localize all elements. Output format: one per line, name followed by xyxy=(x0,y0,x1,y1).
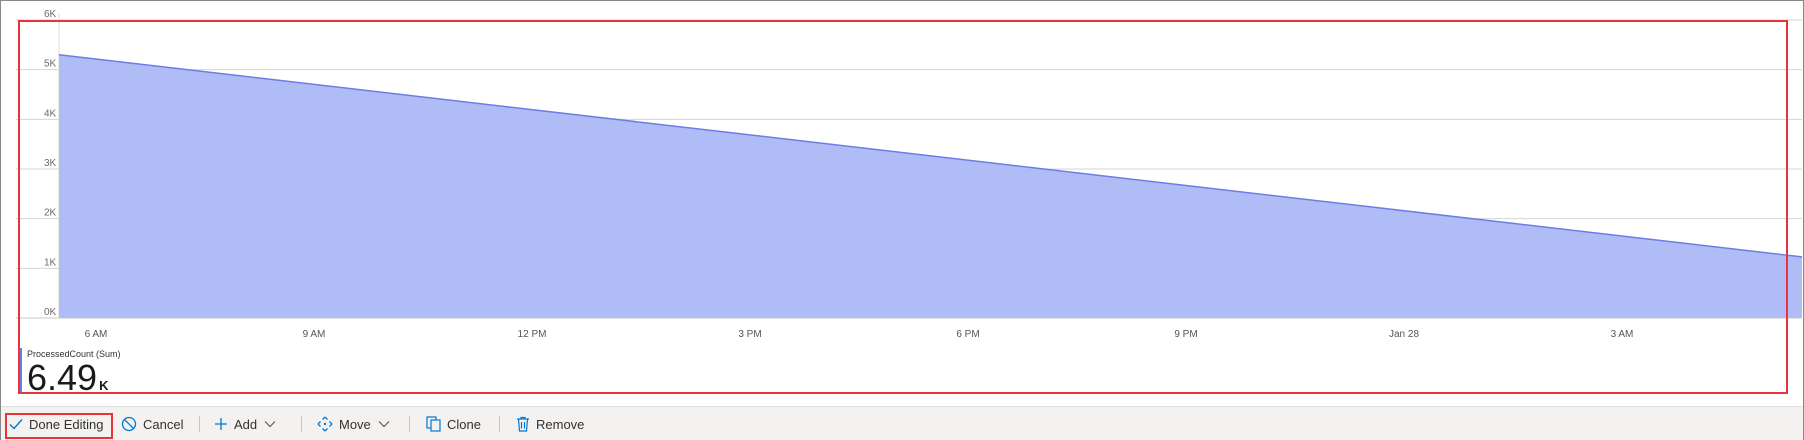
x-tick-label: 3 AM xyxy=(1611,329,1634,340)
x-axis: 6 AM 9 AM 12 PM 3 PM 6 PM 9 PM Jan 28 3 AM xyxy=(85,329,1634,340)
toolbar-divider xyxy=(301,416,302,432)
metric-unit: K xyxy=(99,378,109,393)
cancel-button[interactable]: Cancel xyxy=(121,413,183,435)
checkmark-icon xyxy=(9,419,23,430)
metric-value-container: 6.49 K xyxy=(27,358,108,406)
cancel-label: Cancel xyxy=(143,416,184,432)
x-tick-label: 3 PM xyxy=(738,329,761,340)
y-tick-label: 4K xyxy=(44,108,57,119)
remove-button[interactable]: Remove xyxy=(516,413,584,435)
move-arrows-icon xyxy=(317,416,333,432)
toolbar-divider xyxy=(499,416,500,432)
x-tick-label: 9 PM xyxy=(1174,329,1197,340)
x-tick-label: 12 PM xyxy=(518,329,547,340)
chart-series-area xyxy=(58,54,1803,319)
y-tick-label: 0K xyxy=(44,307,57,318)
edit-toolbar: Done Editing Cancel Add Move Clone Remov… xyxy=(1,406,1803,440)
clone-button[interactable]: Clone xyxy=(426,413,481,435)
metric-value: 6.49 xyxy=(27,357,98,398)
add-button[interactable]: Add xyxy=(214,413,276,435)
y-tick-label: 6K xyxy=(44,9,57,20)
x-tick-label: 9 AM xyxy=(303,329,326,340)
y-tick-label: 2K xyxy=(44,208,57,219)
y-tick-label: 3K xyxy=(44,158,57,169)
area-chart: 0K 1K 2K 3K 4K 5K 6K 6 AM 9 AM 12 PM 3 PM 6 PM 9 PM… xyxy=(16,9,1803,340)
x-tick-label: 6 PM xyxy=(956,329,979,340)
plus-icon xyxy=(215,418,227,430)
move-label: Move xyxy=(339,416,371,432)
x-tick-label: Jan 28 xyxy=(1389,329,1419,340)
trash-icon xyxy=(517,416,529,432)
move-button[interactable]: Move xyxy=(317,413,390,435)
add-label: Add xyxy=(234,416,258,432)
remove-label: Remove xyxy=(536,416,585,432)
series-line xyxy=(58,54,1803,258)
series-color-bar xyxy=(20,348,22,392)
done-editing-button[interactable]: Done Editing xyxy=(9,413,103,435)
toolbar-divider xyxy=(409,416,410,432)
clone-label: Clone xyxy=(447,416,481,432)
x-tick-label: 6 AM xyxy=(85,329,108,340)
y-tick-label: 5K xyxy=(44,59,57,70)
series-area-fill xyxy=(59,54,1802,319)
done-editing-label: Done Editing xyxy=(29,416,104,432)
toolbar-divider xyxy=(199,416,200,432)
cancel-icon xyxy=(121,416,137,432)
y-tick-label: 1K xyxy=(44,257,57,268)
chevron-down-icon xyxy=(378,421,390,428)
metric-label: ProcessedCount (Sum) xyxy=(27,349,121,359)
chevron-down-icon xyxy=(264,421,276,428)
copy-icon xyxy=(426,416,441,432)
y-axis: 0K 1K 2K 3K 4K 5K 6K xyxy=(44,9,57,318)
